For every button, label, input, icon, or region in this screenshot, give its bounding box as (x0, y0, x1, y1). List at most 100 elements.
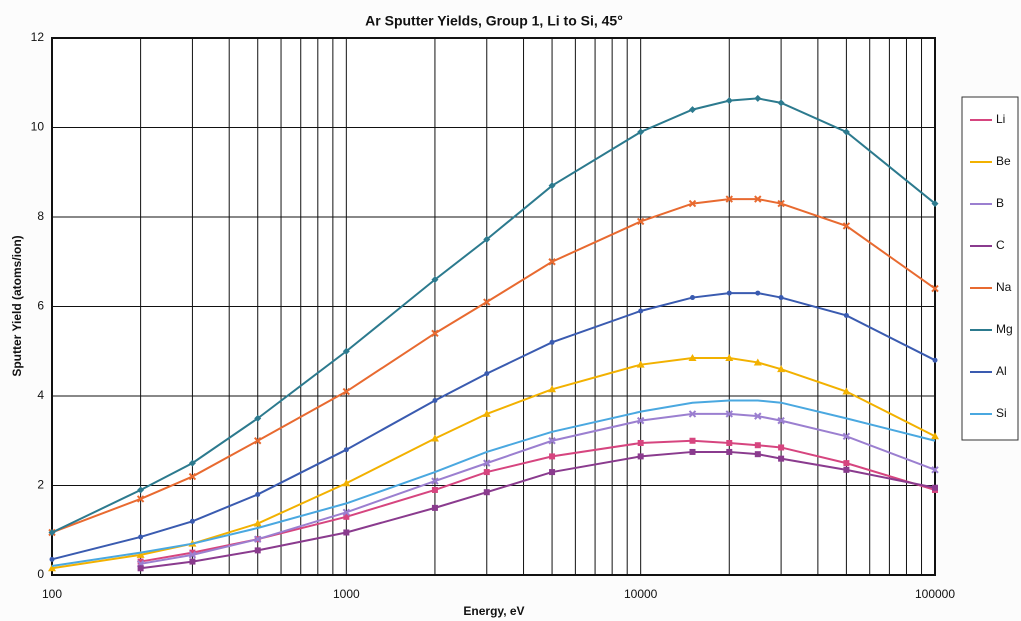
marker (777, 199, 785, 208)
marker (254, 437, 262, 445)
legend-label: Al (996, 364, 1007, 378)
marker (188, 459, 196, 467)
marker (637, 453, 644, 460)
marker (483, 469, 490, 476)
marker (548, 385, 557, 393)
marker (843, 460, 850, 467)
marker (136, 495, 145, 503)
marker (726, 448, 733, 455)
marker (636, 217, 645, 226)
marker (753, 358, 762, 366)
series-line (140, 412, 936, 565)
marker (932, 484, 938, 491)
y-tick-label: 12 (31, 30, 45, 44)
marker (431, 486, 438, 493)
marker (342, 508, 351, 517)
marker (253, 519, 262, 527)
y-tick-label: 0 (37, 567, 44, 581)
marker (931, 200, 939, 208)
chart-title: Ar Sputter Yields, Group 1, Li to Si, 45… (365, 13, 623, 29)
y-tick-label: 2 (37, 478, 44, 492)
marker (254, 414, 262, 422)
legend-label: Si (996, 406, 1007, 420)
marker (777, 365, 786, 373)
y-tick-label: 6 (37, 299, 44, 313)
marker (549, 469, 556, 476)
marker (638, 308, 644, 314)
x-tick-label: 1000 (333, 587, 360, 601)
legend-box (961, 96, 1019, 441)
marker (188, 472, 197, 481)
marker (254, 547, 261, 554)
marker (49, 556, 55, 562)
marker (689, 295, 695, 301)
marker (343, 529, 350, 536)
marker (754, 412, 762, 420)
marker (725, 195, 733, 203)
marker (931, 466, 939, 474)
marker (483, 235, 491, 243)
marker (842, 128, 850, 136)
legend-label: Mg (996, 322, 1013, 336)
x-tick-label: 10000 (624, 587, 658, 601)
marker (636, 360, 645, 368)
marker (842, 387, 851, 395)
marker (548, 437, 556, 445)
marker (688, 199, 697, 208)
marker (432, 397, 438, 403)
marker (483, 489, 490, 496)
marker (483, 298, 491, 306)
marker (842, 432, 851, 440)
marker (138, 534, 144, 540)
marker (689, 448, 696, 455)
marker (189, 558, 196, 565)
marker (137, 558, 144, 565)
marker (777, 416, 785, 425)
marker (342, 479, 351, 487)
marker (755, 290, 761, 296)
marker (637, 439, 644, 446)
marker (431, 504, 438, 511)
marker (725, 353, 734, 361)
marker (343, 513, 350, 520)
marker (725, 410, 733, 418)
marker (754, 451, 761, 458)
marker (548, 182, 556, 190)
y-axis-label: Sputter Yield (atoms/ion) (10, 235, 24, 376)
marker (843, 312, 849, 318)
marker (778, 455, 785, 462)
marker (343, 447, 349, 453)
y-tick-label: 8 (37, 209, 44, 223)
x-tick-label: 100000 (915, 587, 955, 601)
marker (255, 491, 261, 497)
marker (842, 222, 851, 230)
marker (484, 371, 490, 377)
legend-label: Li (996, 112, 1005, 126)
legend-label: Na (996, 280, 1012, 294)
marker (430, 434, 439, 442)
series-line (51, 399, 936, 568)
marker (431, 276, 439, 284)
series-line (140, 450, 936, 570)
marker (843, 466, 850, 473)
marker (688, 106, 696, 114)
marker (254, 535, 262, 543)
marker (932, 357, 938, 363)
marker (778, 295, 784, 301)
marker (549, 339, 555, 345)
marker (342, 387, 351, 396)
x-axis-label: Energy, eV (463, 604, 524, 618)
marker (431, 477, 439, 485)
x-tick-label: 100 (42, 587, 62, 601)
marker (137, 565, 144, 572)
marker (189, 518, 195, 524)
marker (754, 195, 762, 203)
marker (548, 258, 556, 266)
legend-label: B (996, 196, 1004, 210)
marker (931, 432, 939, 440)
marker (636, 416, 645, 425)
marker (689, 437, 696, 444)
y-tick-label: 4 (37, 388, 44, 402)
marker (137, 486, 145, 494)
